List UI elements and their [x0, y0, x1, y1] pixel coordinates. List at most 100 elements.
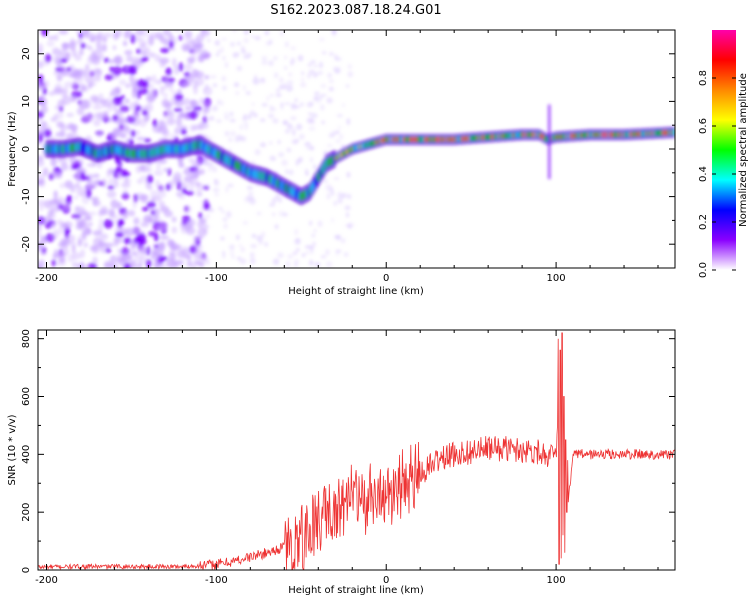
noise-cell: [304, 141, 312, 147]
noise-cell: [346, 171, 351, 178]
noise-cell: [289, 116, 297, 121]
noise-cell: [269, 105, 273, 112]
noise-cell: [311, 241, 317, 247]
noise-cell: [207, 167, 212, 173]
noise-cell: [240, 45, 246, 52]
x-tick-label: -100: [205, 575, 228, 586]
noise-cell: [137, 246, 148, 254]
noise-cell: [341, 103, 346, 107]
noise-cell: [268, 141, 273, 145]
noise-cell: [140, 222, 150, 228]
noise-cell: [71, 48, 77, 58]
noise-cell: [38, 173, 45, 181]
noise-cell: [178, 35, 183, 41]
noise-cell: [85, 226, 91, 235]
noise-cell: [346, 118, 351, 126]
noise-cell: [324, 179, 328, 183]
noise-cell: [182, 248, 189, 258]
noise-cell: [216, 119, 222, 124]
noise-cell: [38, 97, 48, 107]
noise-cell: [146, 246, 151, 256]
noise-cell: [53, 190, 58, 199]
spike-cell: [547, 166, 551, 171]
noise-cell: [145, 183, 152, 189]
noise-cell: [99, 233, 109, 240]
noise-cell: [104, 242, 115, 248]
noise-cell: [168, 252, 176, 262]
noise-cell: [300, 71, 305, 76]
colorbar-tick-label: 0.4: [698, 166, 709, 182]
noise-cell: [75, 70, 86, 77]
y-tick-label: 20: [21, 47, 32, 60]
noise-cell: [242, 220, 249, 225]
noise-cell: [231, 255, 235, 259]
noise-cell: [94, 68, 103, 77]
noise-cell: [285, 260, 291, 268]
noise-cell: [278, 197, 283, 203]
noise-cell: [127, 209, 136, 217]
noise-cell: [284, 128, 291, 134]
noise-cell: [60, 162, 69, 171]
noise-cell: [59, 122, 65, 131]
noise-cell: [155, 163, 162, 171]
noise-cell: [168, 83, 174, 93]
noise-cell: [60, 58, 68, 63]
noise-cell: [70, 95, 77, 103]
noise-cell: [239, 135, 247, 142]
spike-cell: [547, 135, 551, 140]
noise-cell: [201, 256, 206, 262]
noise-cell: [236, 41, 241, 46]
noise-cell: [330, 189, 335, 197]
noise-cell: [119, 107, 127, 113]
noise-cell: [91, 55, 101, 66]
noise-cell: [58, 241, 65, 248]
noise-cell: [320, 104, 325, 111]
noise-cell: [205, 182, 210, 188]
noise-cell: [76, 92, 82, 99]
noise-cell: [229, 118, 236, 123]
noise-cell: [69, 184, 76, 193]
noise-cell: [203, 162, 209, 166]
noise-cell: [101, 102, 111, 108]
colorbar-tick-label: 0.6: [698, 118, 709, 134]
noise-cell: [120, 132, 127, 139]
noise-cell: [297, 54, 304, 62]
noise-cell: [287, 253, 294, 260]
noise-cell: [186, 56, 196, 64]
noise-cell: [38, 74, 44, 84]
noise-cell: [123, 210, 128, 220]
noise-cell: [46, 40, 55, 47]
noise-cell: [207, 38, 211, 43]
noise-cell: [273, 72, 279, 79]
noise-cell: [102, 43, 107, 52]
noise-cell: [203, 219, 207, 223]
noise-cell: [235, 90, 240, 96]
noise-cell: [261, 231, 266, 238]
noise-cell: [263, 30, 270, 36]
noise-cell: [50, 222, 57, 229]
noise-cell: [296, 123, 303, 131]
noise-cell: [309, 245, 315, 250]
noise-cell: [329, 78, 334, 84]
noise-cell: [133, 255, 143, 263]
noise-cell: [238, 243, 243, 248]
noise-cell: [47, 35, 56, 41]
noise-cell: [124, 227, 135, 237]
noise-cell: [286, 147, 292, 153]
noise-cell: [282, 120, 289, 126]
noise-cell: [38, 179, 44, 188]
noise-cell: [163, 210, 173, 218]
noise-cell: [146, 174, 154, 184]
noise-cell: [121, 192, 130, 200]
noise-cell: [106, 135, 112, 142]
noise-cell: [113, 55, 124, 66]
y-tick-label: 400: [21, 445, 32, 464]
noise-cell: [213, 178, 217, 183]
noise-cell: [84, 44, 90, 49]
noise-cell: [202, 48, 208, 54]
noise-cell: [115, 232, 124, 238]
noise-cell: [297, 157, 301, 164]
colorbar-gradient: [712, 30, 736, 270]
colorbar-label: Normalized spectral amplitude: [738, 73, 749, 227]
noise-cell: [280, 106, 284, 111]
